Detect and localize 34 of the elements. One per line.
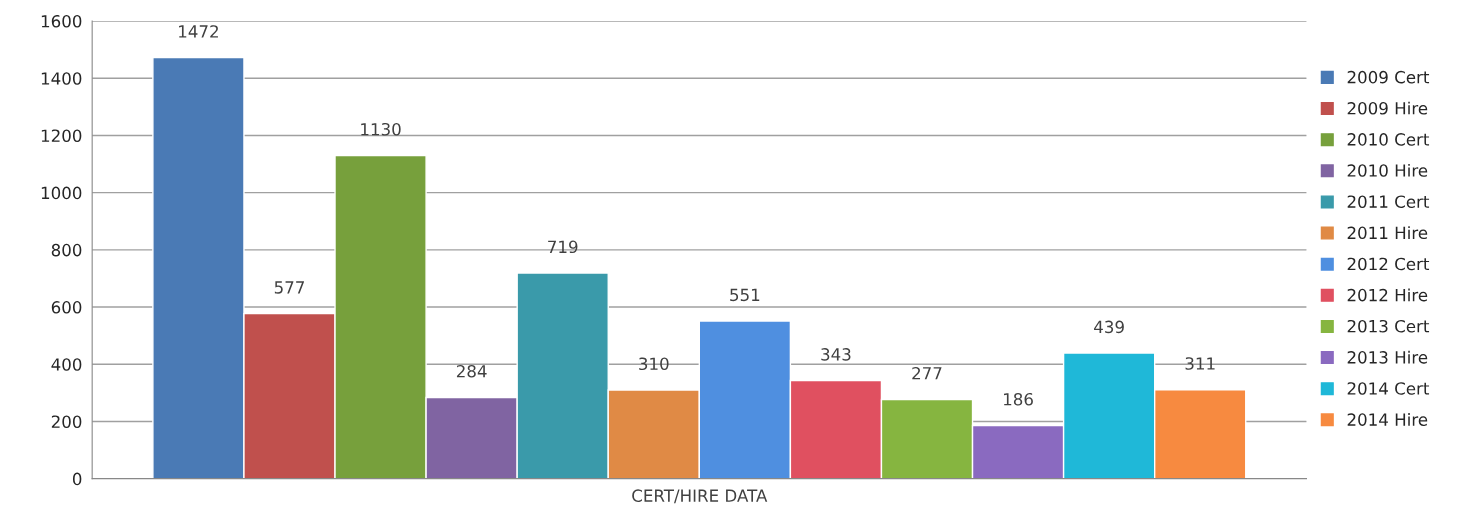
y-tick-label: 1400 xyxy=(41,72,82,85)
data-label: 439 xyxy=(1094,320,1124,334)
data-label: 1472 xyxy=(179,25,218,38)
data-label: 1130 xyxy=(361,122,401,136)
data-label: 310 xyxy=(639,357,669,371)
legend-label: 2010 Hire xyxy=(1347,163,1428,177)
legend-label: 2012 Cert xyxy=(1347,257,1430,271)
y-tick-label: 400 xyxy=(51,358,82,371)
x-axis-title: CERT/HIRE DATA xyxy=(632,489,768,504)
legend-label: 2010 Cert xyxy=(1347,133,1430,146)
y-tick-label: 600 xyxy=(51,301,82,314)
legend-label: 2014 Hire xyxy=(1347,413,1428,426)
data-label: 277 xyxy=(912,366,942,380)
data-label: 343 xyxy=(821,348,851,361)
legend-label: 2012 Hire xyxy=(1347,288,1428,302)
y-tick-label: 1200 xyxy=(41,129,82,143)
data-label: 719 xyxy=(548,240,578,254)
y-tick-label: 200 xyxy=(51,415,82,429)
legend-label: 2013 Cert xyxy=(1347,319,1430,333)
data-label: 186 xyxy=(1003,392,1033,406)
y-tick-label: 1000 xyxy=(41,186,82,200)
legend-label: 2011 Hire xyxy=(1347,226,1428,240)
data-label: 551 xyxy=(730,288,760,302)
legend-label: 2009 Cert xyxy=(1347,70,1430,84)
data-label: 284 xyxy=(456,364,487,378)
y-tick-label: 1600 xyxy=(41,15,82,28)
data-label: 311 xyxy=(1185,357,1215,370)
y-tick-label: 0 xyxy=(72,472,82,486)
legend-label: 2009 Hire xyxy=(1347,101,1428,115)
legend-label: 2014 Cert xyxy=(1347,382,1430,395)
legend-label: 2011 Cert xyxy=(1347,195,1430,208)
data-label: 577 xyxy=(274,281,304,294)
legend-label: 2013 Hire xyxy=(1347,350,1428,364)
y-tick-label: 800 xyxy=(51,243,82,257)
